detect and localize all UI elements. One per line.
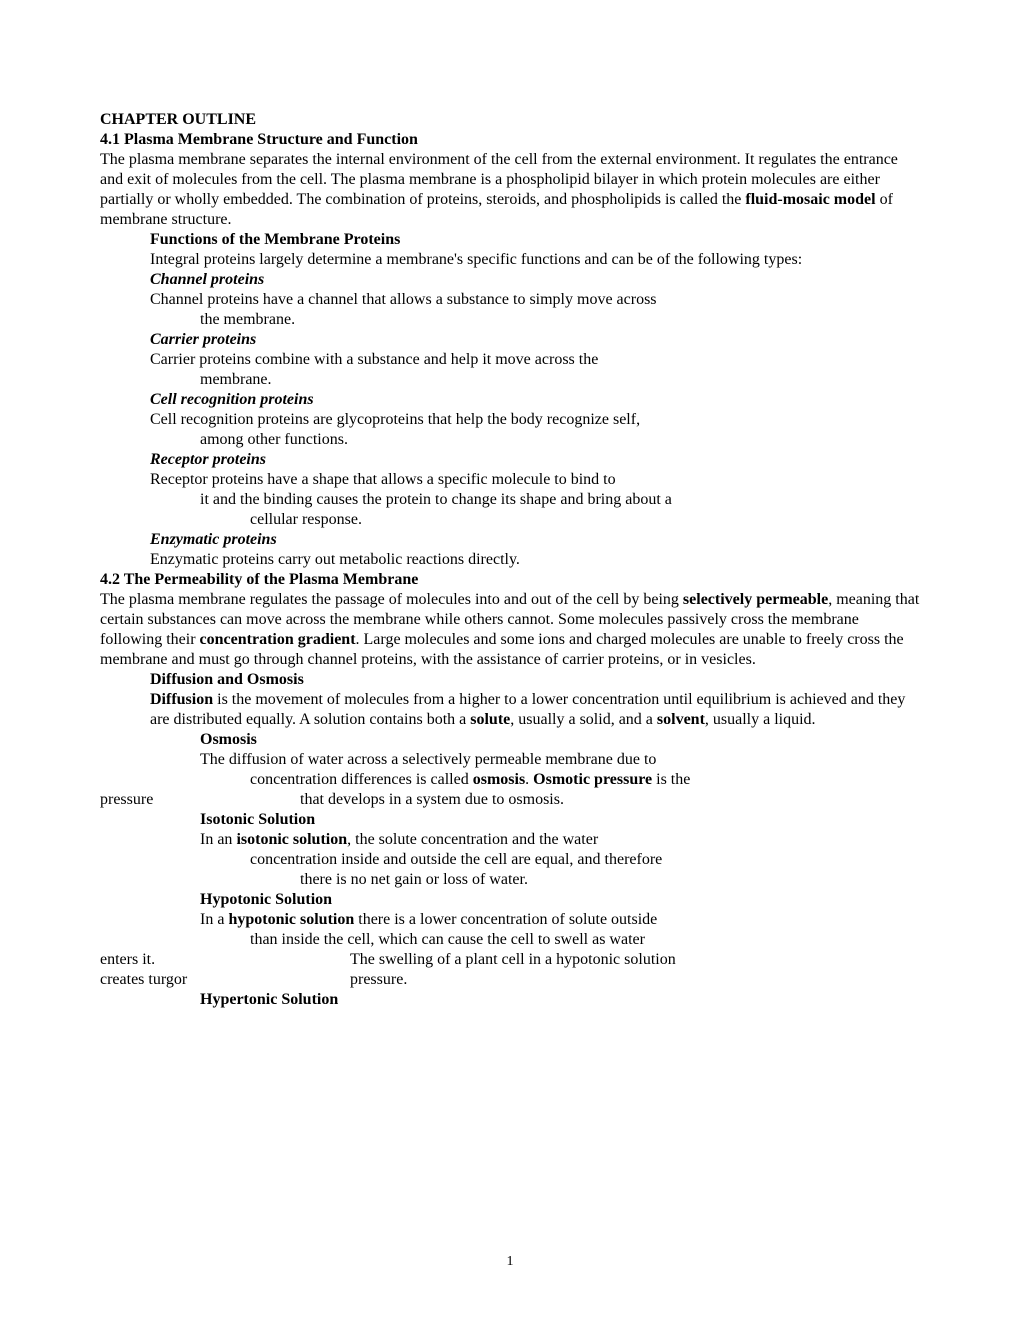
term-solvent: solvent <box>657 711 705 728</box>
section-heading-4-2: 4.2 The Permeability of the Plasma Membr… <box>100 570 920 590</box>
term-osmosis: osmosis <box>473 771 525 788</box>
subheading-osmosis: Osmosis <box>200 730 920 750</box>
text: , the solute concentration and the water <box>347 831 598 848</box>
term-concentration-gradient: concentration gradient <box>200 631 356 648</box>
subheading-functions: Functions of the Membrane Proteins <box>150 230 920 250</box>
isotonic-line1: In an isotonic solution, the solute conc… <box>200 830 920 850</box>
text: than inside the cell, which can cause th… <box>250 930 920 950</box>
text: among other functions. <box>200 430 920 450</box>
text: , usually a solid, and a <box>510 711 657 728</box>
page-number: 1 <box>0 1254 1020 1270</box>
text: Carrier proteins combine with a substanc… <box>150 350 920 370</box>
text: there is a lower concentration of solute… <box>354 911 657 928</box>
text: membrane. <box>200 370 920 390</box>
text: Integral proteins largely determine a me… <box>150 250 920 270</box>
text: enters it. <box>100 950 350 970</box>
subheading-cellrec: Cell recognition proteins <box>150 390 920 410</box>
osmosis-line2: concentration differences is called osmo… <box>250 770 920 790</box>
text: it and the binding causes the protein to… <box>200 490 920 510</box>
text: concentration inside and outside the cel… <box>250 850 920 870</box>
subheading-hypotonic: Hypotonic Solution <box>200 890 920 910</box>
text: In an <box>200 831 236 848</box>
text: The plasma membrane regulates the passag… <box>100 591 683 608</box>
text: Receptor proteins have a shape that allo… <box>150 470 920 490</box>
text: pressure <box>100 790 300 810</box>
document-page: CHAPTER OUTLINE 4.1 Plasma Membrane Stru… <box>0 0 1020 1070</box>
subheading-hypertonic: Hypertonic Solution <box>200 990 920 1010</box>
term-hypotonic: hypotonic solution <box>228 911 354 928</box>
term-selectively-permeable: selectively permeable <box>683 591 828 608</box>
text: pressure. <box>350 971 407 988</box>
text: creates turgor <box>100 970 350 990</box>
subheading-diffusion-osmosis: Diffusion and Osmosis <box>150 670 920 690</box>
text: that develops in a system due to osmosis… <box>300 791 564 808</box>
subheading-enzymatic: Enzymatic proteins <box>150 530 920 550</box>
term-solute: solute <box>470 711 510 728</box>
subheading-channel: Channel proteins <box>150 270 920 290</box>
hypotonic-line1: In a hypotonic solution there is a lower… <box>200 910 920 930</box>
osmosis-line3: pressurethat develops in a system due to… <box>100 790 920 810</box>
text: Channel proteins have a channel that all… <box>150 290 920 310</box>
section2-paragraph: The plasma membrane regulates the passag… <box>100 590 920 670</box>
text: . <box>525 771 533 788</box>
text: concentration differences is called <box>250 771 473 788</box>
subheading-carrier: Carrier proteins <box>150 330 920 350</box>
term-isotonic: isotonic solution <box>236 831 347 848</box>
hypotonic-line3: enters it.The swelling of a plant cell i… <box>100 950 920 970</box>
term-fluid-mosaic: fluid-mosaic model <box>745 191 875 208</box>
text: is the <box>652 771 690 788</box>
term-diffusion: Diffusion <box>150 691 213 708</box>
section-heading-4-1: 4.1 Plasma Membrane Structure and Functi… <box>100 130 920 150</box>
subheading-isotonic: Isotonic Solution <box>200 810 920 830</box>
text: there is no net gain or loss of water. <box>300 870 920 890</box>
diffusion-paragraph: Diffusion is the movement of molecules f… <box>150 690 920 730</box>
section1-paragraph: The plasma membrane separates the intern… <box>100 150 920 230</box>
term-osmotic-pressure: Osmotic pressure <box>533 771 652 788</box>
text: The swelling of a plant cell in a hypoto… <box>350 951 676 968</box>
text: Cell recognition proteins are glycoprote… <box>150 410 920 430</box>
hypotonic-line4: creates turgorpressure. <box>100 970 920 990</box>
text: The diffusion of water across a selectiv… <box>200 750 920 770</box>
text: Enzymatic proteins carry out metabolic r… <box>150 550 920 570</box>
text: the membrane. <box>200 310 920 330</box>
text: In a <box>200 911 228 928</box>
subheading-receptor: Receptor proteins <box>150 450 920 470</box>
chapter-title: CHAPTER OUTLINE <box>100 110 920 130</box>
text: , usually a liquid. <box>705 711 816 728</box>
text: cellular response. <box>250 510 920 530</box>
